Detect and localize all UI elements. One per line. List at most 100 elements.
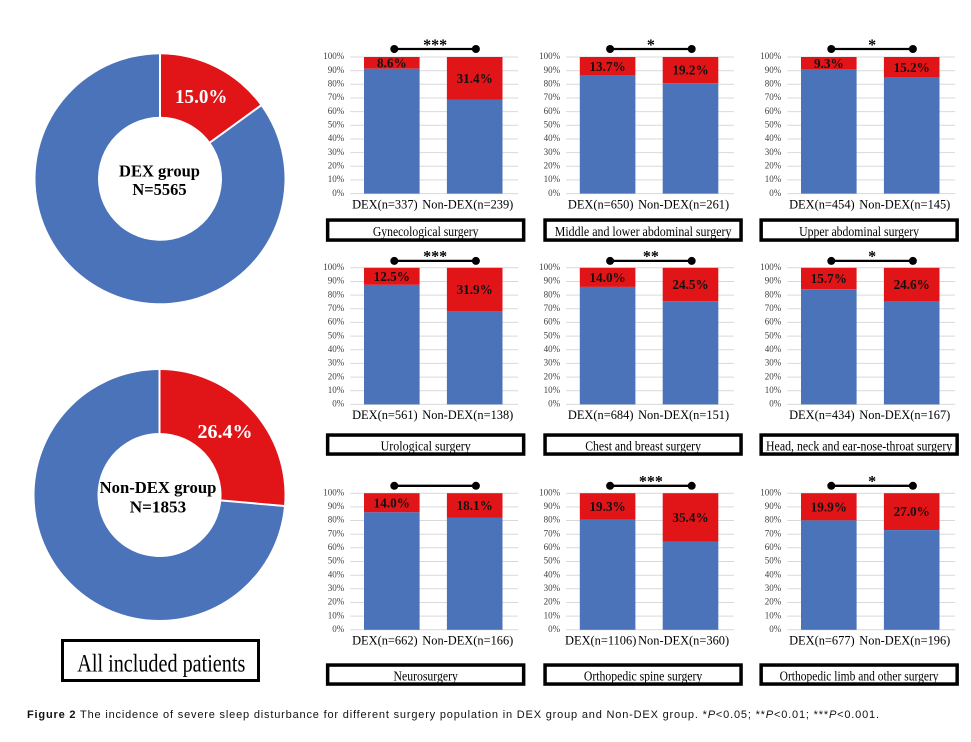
svg-text:Gynecological surgery: Gynecological surgery [373,225,479,240]
svg-text:20%: 20% [544,371,561,381]
svg-text:***: *** [639,474,663,491]
svg-text:10%: 10% [765,610,782,620]
svg-text:Neurosurgery: Neurosurgery [394,670,458,685]
svg-text:80%: 80% [765,79,782,89]
svg-text:Non-DEX(n=196): Non-DEX(n=196) [859,634,950,648]
svg-text:19.3%: 19.3% [589,499,625,514]
svg-text:***: *** [423,37,447,54]
svg-text:DEX(n=434): DEX(n=434) [789,408,855,422]
svg-text:24.6%: 24.6% [894,277,930,292]
svg-text:100%: 100% [539,487,561,497]
svg-text:100%: 100% [760,51,782,61]
svg-text:70%: 70% [328,92,345,102]
svg-text:80%: 80% [544,515,561,525]
svg-text:*: * [868,37,876,54]
svg-text:90%: 90% [328,276,345,286]
svg-text:40%: 40% [544,344,561,354]
svg-text:10%: 10% [544,610,561,620]
svg-text:10%: 10% [328,174,345,184]
svg-text:70%: 70% [544,92,561,102]
svg-text:0%: 0% [548,399,561,409]
svg-text:10%: 10% [765,174,782,184]
svg-text:10%: 10% [544,385,561,395]
svg-text:30%: 30% [765,147,782,157]
svg-text:100%: 100% [323,487,345,497]
svg-text:Non-DEX group: Non-DEX group [100,478,217,497]
svg-text:19.2%: 19.2% [672,63,708,78]
svg-text:80%: 80% [544,289,561,299]
svg-text:Head, neck and ear-nose-throat: Head, neck and ear-nose-throat surgery [766,440,952,455]
svg-text:100%: 100% [760,262,782,272]
svg-text:12.5%: 12.5% [374,269,410,284]
svg-text:50%: 50% [544,120,561,130]
svg-text:***: *** [423,249,447,266]
svg-text:20%: 20% [328,597,345,607]
svg-text:DEX(n=662): DEX(n=662) [352,634,418,648]
svg-text:60%: 60% [765,106,782,116]
svg-text:80%: 80% [765,289,782,299]
svg-text:0%: 0% [332,188,345,198]
svg-text:DEX(n=677): DEX(n=677) [789,634,855,648]
svg-text:27.0%: 27.0% [894,504,930,519]
svg-text:DEX(n=1106): DEX(n=1106) [565,634,636,648]
svg-text:20%: 20% [328,161,345,171]
svg-text:14.0%: 14.0% [589,270,625,285]
svg-text:100%: 100% [323,262,345,272]
svg-text:70%: 70% [765,303,782,313]
svg-text:40%: 40% [328,569,345,579]
svg-text:13.7%: 13.7% [589,59,625,74]
svg-text:All included patients: All included patients [77,651,245,678]
svg-text:26.4%: 26.4% [198,421,253,443]
svg-text:Non-DEX(n=360): Non-DEX(n=360) [638,634,729,648]
svg-text:90%: 90% [765,65,782,75]
svg-text:Chest and breast surgery: Chest and breast surgery [585,440,701,455]
svg-text:80%: 80% [328,79,345,89]
svg-text:DEX(n=454): DEX(n=454) [789,197,855,211]
svg-text:30%: 30% [765,358,782,368]
svg-text:30%: 30% [328,358,345,368]
svg-text:18.1%: 18.1% [457,498,493,513]
svg-text:70%: 70% [765,528,782,538]
svg-text:100%: 100% [539,262,561,272]
svg-text:60%: 60% [765,317,782,327]
svg-text:14.0%: 14.0% [374,495,410,510]
svg-text:80%: 80% [328,289,345,299]
svg-text:Orthopedic limb and other surg: Orthopedic limb and other surgery [780,670,939,685]
svg-text:20%: 20% [765,161,782,171]
svg-text:40%: 40% [765,344,782,354]
svg-text:19.9%: 19.9% [811,499,847,514]
svg-text:50%: 50% [544,556,561,566]
svg-text:8.6%: 8.6% [377,55,407,70]
svg-text:0%: 0% [548,624,561,634]
svg-text:Non-DEX(n=261): Non-DEX(n=261) [638,197,729,211]
svg-text:90%: 90% [544,501,561,511]
svg-text:20%: 20% [765,597,782,607]
svg-text:70%: 70% [544,303,561,313]
svg-text:40%: 40% [544,133,561,143]
svg-text:Non-DEX(n=167): Non-DEX(n=167) [859,408,950,422]
svg-text:0%: 0% [548,188,561,198]
svg-text:30%: 30% [544,583,561,593]
svg-text:50%: 50% [328,120,345,130]
svg-text:Non-DEX(n=138): Non-DEX(n=138) [422,408,513,422]
svg-text:40%: 40% [544,569,561,579]
svg-text:Non-DEX(n=166): Non-DEX(n=166) [422,634,513,648]
svg-text:30%: 30% [544,358,561,368]
svg-text:DEX(n=561): DEX(n=561) [352,408,418,422]
svg-text:*: * [868,474,876,491]
svg-text:10%: 10% [328,610,345,620]
svg-text:Urological surgery: Urological surgery [381,440,471,455]
svg-text:90%: 90% [328,501,345,511]
svg-text:31.9%: 31.9% [457,282,493,297]
svg-text:DEX group: DEX group [119,161,200,180]
svg-text:30%: 30% [765,583,782,593]
svg-text:90%: 90% [765,276,782,286]
svg-text:40%: 40% [765,569,782,579]
svg-text:Upper abdominal surgery: Upper abdominal surgery [799,225,919,240]
svg-text:**: ** [643,249,659,266]
svg-text:0%: 0% [332,399,345,409]
svg-text:N=5565: N=5565 [132,180,186,199]
svg-text:100%: 100% [323,51,345,61]
svg-text:0%: 0% [769,624,782,634]
svg-text:0%: 0% [769,399,782,409]
